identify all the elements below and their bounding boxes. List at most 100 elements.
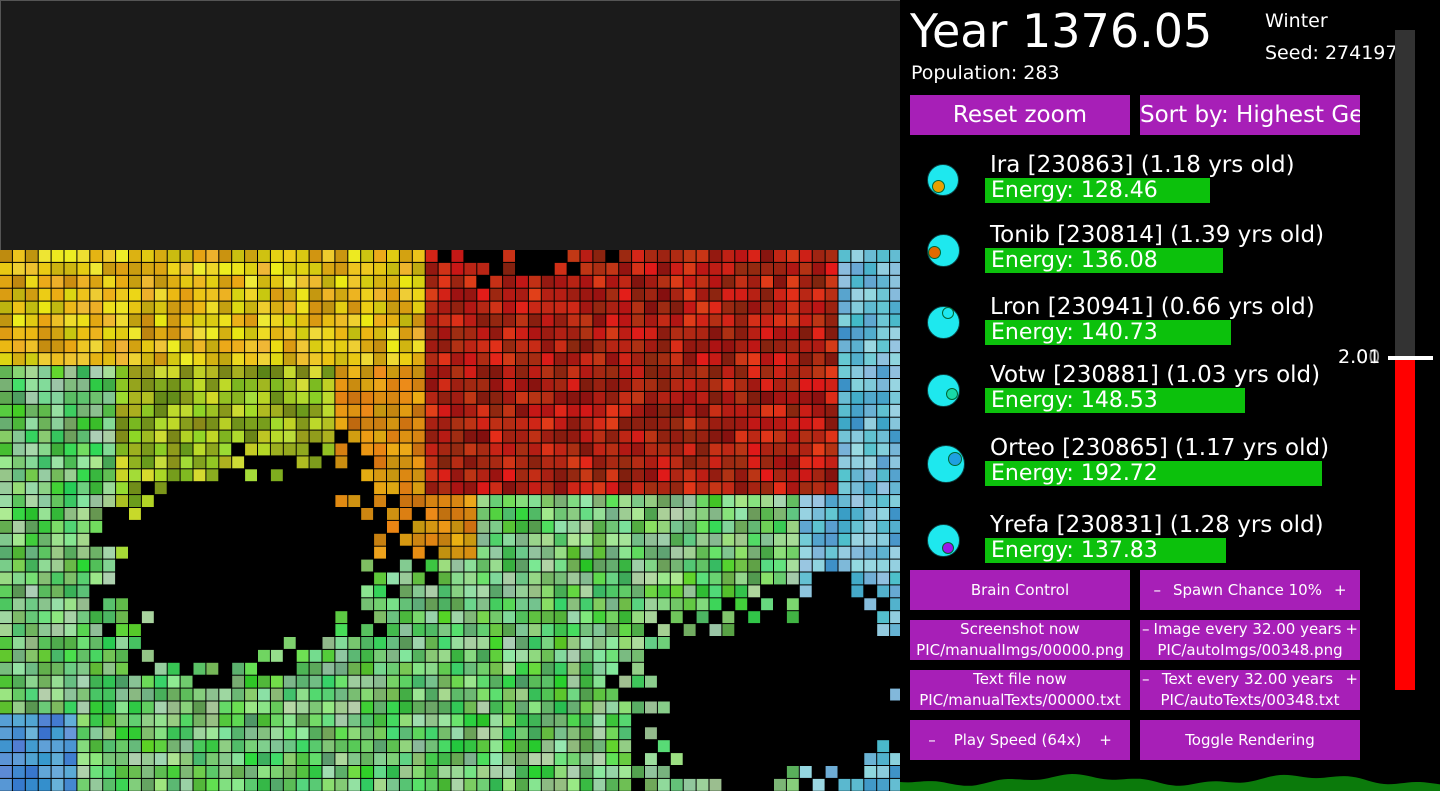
terrain-tile[interactable]: [387, 340, 399, 353]
terrain-tile[interactable]: [129, 314, 141, 327]
terrain-tile[interactable]: [141, 649, 154, 662]
terrain-tile[interactable]: [270, 404, 283, 417]
terrain-tile[interactable]: [657, 288, 670, 301]
terrain-tile[interactable]: [528, 379, 541, 391]
terrain-tile[interactable]: [645, 250, 657, 262]
terrain-tile[interactable]: [167, 288, 180, 301]
terrain-tile[interactable]: [412, 275, 425, 288]
terrain-tile[interactable]: [851, 301, 864, 314]
terrain-tile[interactable]: [632, 585, 644, 598]
terrain-tile[interactable]: [129, 366, 141, 378]
terrain-tile[interactable]: [812, 262, 825, 275]
terrain-tile[interactable]: [786, 533, 799, 546]
terrain-tile[interactable]: [12, 649, 25, 662]
terrain-tile[interactable]: [593, 611, 606, 624]
terrain-tile[interactable]: [141, 314, 154, 327]
terrain-tile[interactable]: [632, 495, 644, 507]
terrain-tile[interactable]: [838, 546, 851, 559]
terrain-tile[interactable]: [25, 649, 38, 662]
terrain-tile[interactable]: [64, 340, 77, 353]
terrain-tile[interactable]: [786, 288, 799, 301]
terrain-tile[interactable]: [696, 585, 709, 598]
terrain-tile[interactable]: [503, 624, 515, 636]
terrain-tile[interactable]: [387, 430, 399, 443]
terrain-tile[interactable]: [38, 417, 51, 430]
terrain-tile[interactable]: [748, 533, 761, 546]
terrain-tile[interactable]: [657, 327, 670, 340]
terrain-tile[interactable]: [864, 404, 877, 417]
terrain-tile[interactable]: [748, 585, 761, 598]
terrain-tile[interactable]: [335, 662, 348, 675]
terrain-tile[interactable]: [890, 572, 900, 585]
terrain-tile[interactable]: [722, 520, 735, 533]
terrain-tile[interactable]: [154, 353, 167, 366]
terrain-tile[interactable]: [632, 649, 644, 662]
terrain-tile[interactable]: [657, 430, 670, 443]
terrain-tile[interactable]: [825, 327, 838, 340]
terrain-tile[interactable]: [735, 288, 748, 301]
terrain-tile[interactable]: [890, 327, 900, 340]
terrain-tile[interactable]: [632, 443, 644, 456]
terrain-tile[interactable]: [825, 766, 838, 778]
terrain-tile[interactable]: [799, 250, 812, 262]
terrain-tile[interactable]: [838, 353, 851, 366]
terrain-tile[interactable]: [670, 301, 683, 314]
terrain-tile[interactable]: [774, 533, 786, 546]
terrain-tile[interactable]: [38, 688, 51, 701]
terrain-tile[interactable]: [632, 675, 644, 688]
terrain-tile[interactable]: [503, 443, 515, 456]
terrain-tile[interactable]: [399, 353, 412, 366]
terrain-tile[interactable]: [90, 714, 103, 727]
terrain-tile[interactable]: [503, 662, 515, 675]
terrain-tile[interactable]: [619, 379, 632, 391]
terrain-tile[interactable]: [103, 611, 116, 624]
terrain-tile[interactable]: [219, 327, 232, 340]
terrain-tile[interactable]: [245, 778, 257, 791]
terrain-tile[interactable]: [503, 675, 515, 688]
terrain-tile[interactable]: [38, 624, 51, 636]
terrain-tile[interactable]: [477, 262, 490, 275]
terrain-tile[interactable]: [657, 314, 670, 327]
terrain-tile[interactable]: [232, 379, 245, 391]
terrain-tile[interactable]: [683, 585, 696, 598]
terrain-tile[interactable]: [258, 443, 270, 456]
terrain-tile[interactable]: [90, 262, 103, 275]
terrain-tile[interactable]: [412, 611, 425, 624]
terrain-tile[interactable]: [387, 520, 399, 533]
terrain-tile[interactable]: [464, 262, 477, 275]
terrain-tile[interactable]: [103, 675, 116, 688]
terrain-tile[interactable]: [51, 508, 64, 520]
terrain-tile[interactable]: [38, 495, 51, 507]
terrain-tile[interactable]: [683, 624, 696, 636]
terrain-tile[interactable]: [25, 585, 38, 598]
terrain-tile[interactable]: [322, 250, 335, 262]
terrain-tile[interactable]: [890, 430, 900, 443]
terrain-tile[interactable]: [722, 353, 735, 366]
terrain-tile[interactable]: [374, 688, 386, 701]
terrain-tile[interactable]: [696, 404, 709, 417]
terrain-tile[interactable]: [580, 778, 593, 791]
terrain-tile[interactable]: [593, 740, 606, 753]
terrain-tile[interactable]: [516, 714, 528, 727]
terrain-tile[interactable]: [64, 430, 77, 443]
terrain-tile[interactable]: [206, 353, 219, 366]
terrain-tile[interactable]: [438, 688, 451, 701]
terrain-tile[interactable]: [722, 495, 735, 507]
terrain-tile[interactable]: [387, 275, 399, 288]
terrain-tile[interactable]: [206, 262, 219, 275]
terrain-tile[interactable]: [890, 624, 900, 636]
terrain-tile[interactable]: [374, 340, 386, 353]
terrain-tile[interactable]: [683, 301, 696, 314]
terrain-tile[interactable]: [503, 778, 515, 791]
terrain-tile[interactable]: [554, 649, 567, 662]
terrain-tile[interactable]: [258, 688, 270, 701]
terrain-tile[interactable]: [516, 379, 528, 391]
terrain-tile[interactable]: [774, 379, 786, 391]
terrain-tile[interactable]: [322, 766, 335, 778]
terrain-tile[interactable]: [890, 495, 900, 507]
terrain-tile[interactable]: [477, 301, 490, 314]
terrain-tile[interactable]: [657, 391, 670, 404]
terrain-tile[interactable]: [438, 675, 451, 688]
terrain-tile[interactable]: [245, 417, 257, 430]
terrain-tile[interactable]: [696, 456, 709, 469]
